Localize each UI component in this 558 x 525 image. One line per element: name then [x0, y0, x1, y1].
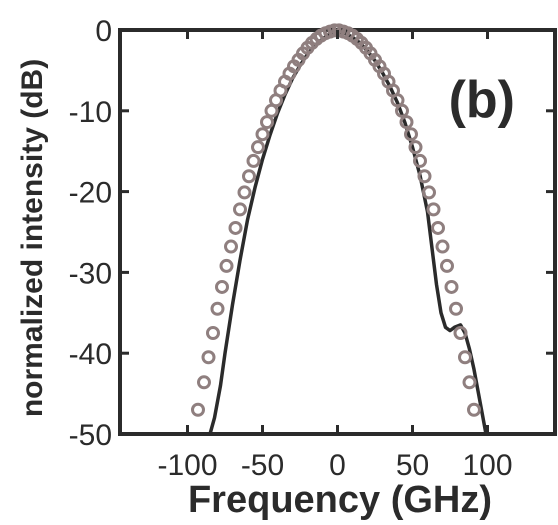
data-point-marker [228, 220, 243, 235]
y-tick-label: -10 [69, 96, 112, 129]
y-tick-label: -20 [69, 177, 112, 210]
data-point-marker [431, 220, 445, 235]
data-point-marker [201, 350, 216, 365]
x-axis-title: Frequency (GHz) [188, 479, 492, 521]
data-point-marker [435, 239, 450, 254]
data-point-marker [413, 153, 427, 168]
x-tick-label: 50 [396, 449, 429, 482]
x-tick-label: -100 [157, 449, 217, 482]
panel-label: (b) [449, 71, 515, 129]
data-point-marker [399, 115, 414, 130]
series-line [208, 29, 488, 435]
data-point-marker [395, 103, 409, 118]
data-point-marker [206, 326, 220, 340]
data-point-marker [444, 279, 459, 294]
data-point-marker [260, 115, 274, 130]
y-tick-label: 0 [95, 15, 112, 48]
data-point-marker [215, 279, 229, 294]
data-point-marker [219, 258, 234, 273]
data-point-marker [426, 202, 441, 217]
data-point-marker [417, 169, 432, 184]
data-point-marker [458, 350, 472, 365]
data-point-marker [462, 375, 477, 390]
data-point-marker [233, 202, 247, 217]
x-tick-label: 100 [462, 449, 512, 482]
data-point-marker [453, 326, 468, 340]
data-point-marker [422, 185, 436, 200]
data-point-marker [251, 140, 265, 155]
y-tick-label: -40 [69, 338, 112, 371]
data-point-marker [224, 239, 238, 254]
data-point-marker [191, 402, 205, 417]
y-axis-title: normalized intensity (dB) [16, 59, 49, 417]
data-point-marker [197, 375, 211, 390]
y-tick-label: -30 [69, 257, 112, 290]
data-point-marker [237, 185, 252, 200]
data-point-marker [242, 169, 256, 184]
data-point-marker [210, 301, 225, 316]
x-tick-label: 0 [329, 449, 346, 482]
data-point-marker [449, 301, 463, 316]
data-point-marker [327, 23, 342, 38]
data-point-marker [255, 127, 270, 142]
x-tick-label: -50 [241, 449, 284, 482]
data-point-marker [440, 258, 454, 273]
series-layer [191, 23, 488, 435]
data-point-marker [467, 402, 481, 417]
data-point-marker [408, 140, 423, 155]
y-tick-label: -50 [69, 419, 112, 452]
data-point-marker [246, 153, 261, 168]
tick-layer: -100 -50 0 50 100 0 -10 -20 -30 -40 -50 [69, 15, 555, 482]
data-point-marker [404, 127, 418, 142]
